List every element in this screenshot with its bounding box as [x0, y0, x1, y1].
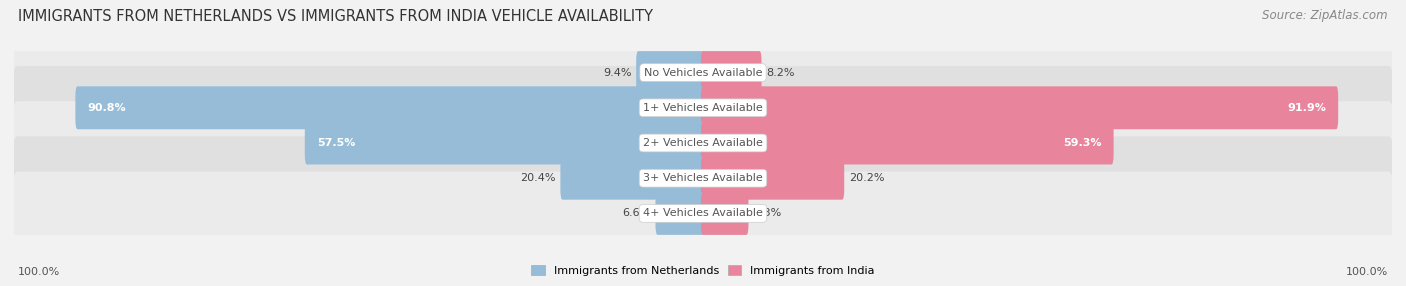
Text: 4+ Vehicles Available: 4+ Vehicles Available	[643, 208, 763, 219]
FancyBboxPatch shape	[13, 31, 1393, 114]
FancyBboxPatch shape	[655, 192, 704, 235]
FancyBboxPatch shape	[702, 51, 762, 94]
FancyBboxPatch shape	[13, 172, 1393, 255]
Text: 6.3%: 6.3%	[754, 208, 782, 219]
Text: 2+ Vehicles Available: 2+ Vehicles Available	[643, 138, 763, 148]
FancyBboxPatch shape	[13, 136, 1393, 220]
Text: 100.0%: 100.0%	[18, 267, 60, 277]
FancyBboxPatch shape	[702, 122, 1114, 164]
FancyBboxPatch shape	[702, 86, 1339, 129]
Legend: Immigrants from Netherlands, Immigrants from India: Immigrants from Netherlands, Immigrants …	[527, 261, 879, 280]
FancyBboxPatch shape	[702, 157, 844, 200]
FancyBboxPatch shape	[13, 66, 1393, 150]
FancyBboxPatch shape	[636, 51, 704, 94]
Text: 91.9%: 91.9%	[1286, 103, 1326, 113]
Text: No Vehicles Available: No Vehicles Available	[644, 67, 762, 78]
Text: Source: ZipAtlas.com: Source: ZipAtlas.com	[1263, 9, 1388, 21]
Text: 100.0%: 100.0%	[1346, 267, 1388, 277]
Text: 1+ Vehicles Available: 1+ Vehicles Available	[643, 103, 763, 113]
Text: 59.3%: 59.3%	[1063, 138, 1101, 148]
Text: IMMIGRANTS FROM NETHERLANDS VS IMMIGRANTS FROM INDIA VEHICLE AVAILABILITY: IMMIGRANTS FROM NETHERLANDS VS IMMIGRANT…	[18, 9, 654, 23]
Text: 6.6%: 6.6%	[623, 208, 651, 219]
Text: 9.4%: 9.4%	[603, 67, 631, 78]
Text: 8.2%: 8.2%	[766, 67, 794, 78]
Text: 20.2%: 20.2%	[849, 173, 884, 183]
Text: 3+ Vehicles Available: 3+ Vehicles Available	[643, 173, 763, 183]
FancyBboxPatch shape	[702, 192, 748, 235]
FancyBboxPatch shape	[76, 86, 704, 129]
FancyBboxPatch shape	[305, 122, 704, 164]
Text: 90.8%: 90.8%	[87, 103, 127, 113]
FancyBboxPatch shape	[13, 101, 1393, 185]
Text: 57.5%: 57.5%	[318, 138, 356, 148]
Text: 20.4%: 20.4%	[520, 173, 555, 183]
FancyBboxPatch shape	[561, 157, 704, 200]
